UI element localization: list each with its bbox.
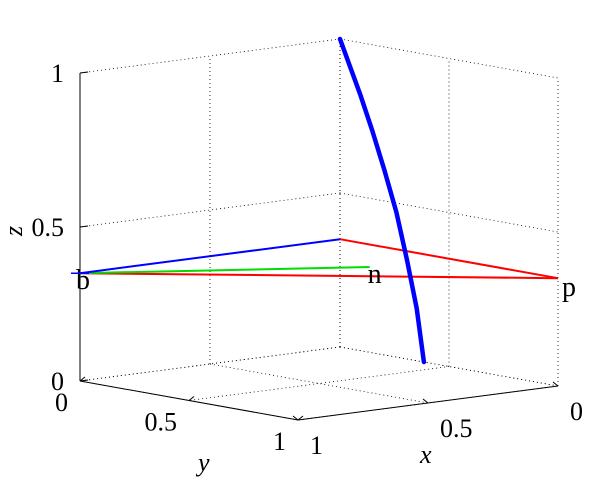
point-label-p: p [562,272,576,303]
y-tick [79,376,86,382]
point-label-n: n [368,259,382,290]
y-tick [188,396,195,401]
y-tick-label: 0 [55,388,68,417]
labels: b pn [71,259,576,303]
z-axis-title: z [0,226,28,237]
segment-line [79,266,370,275]
y-tick-label: 1 [273,427,286,456]
x-axis-title: x [419,440,432,469]
x-tick [292,415,299,421]
segments [79,238,559,280]
grid-line [209,363,429,404]
x-tick-label: 1 [310,431,323,460]
z-tick [79,379,89,382]
segment-line [339,238,559,280]
grid-line [79,192,341,228]
z-tick-label: 0 [51,367,64,396]
grid-line [339,346,559,387]
point-label-b: b [76,265,90,296]
y-tick [297,415,304,421]
x-tick [552,381,559,387]
z-tick-label: 0.5 [32,213,65,242]
x-tick-label: 0.5 [440,414,473,443]
z-tick [79,225,89,228]
y-axis-title: y [195,448,210,477]
x-tick-label: 0 [570,397,583,426]
curve-line [337,36,427,365]
grid-lines [79,38,559,421]
axes: 0 0.5 1 0 0.5 1 0 0.5 1 x y z [0,59,583,477]
curve-series [337,36,427,365]
y-tick-label: 0.5 [145,408,178,437]
segment-line [79,272,559,280]
segment-line [79,238,341,275]
grid-line [188,366,450,401]
grid-line [339,38,559,79]
z-tick-label: 1 [51,59,64,88]
x-tick [422,398,429,404]
z-tick [79,71,89,74]
grid-line [339,192,559,233]
